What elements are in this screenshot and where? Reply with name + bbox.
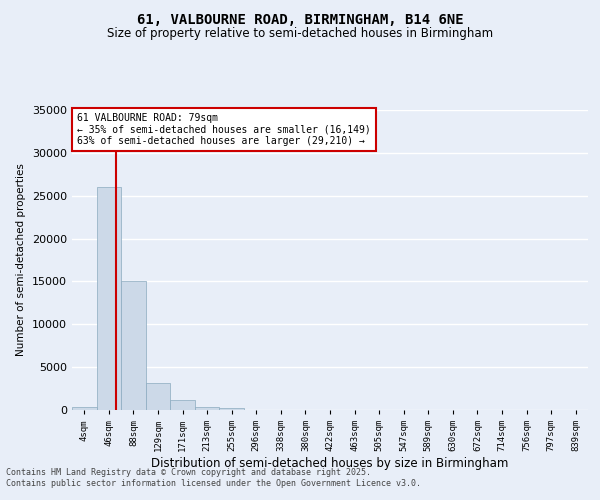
Bar [170, 400, 195, 410]
X-axis label: Distribution of semi-detached houses by size in Birmingham: Distribution of semi-detached houses by … [151, 457, 509, 470]
Text: Size of property relative to semi-detached houses in Birmingham: Size of property relative to semi-detach… [107, 28, 493, 40]
Text: 61, VALBOURNE ROAD, BIRMINGHAM, B14 6NE: 61, VALBOURNE ROAD, BIRMINGHAM, B14 6NE [137, 12, 463, 26]
Y-axis label: Number of semi-detached properties: Number of semi-detached properties [16, 164, 26, 356]
Bar [97, 187, 121, 410]
Bar [195, 406, 220, 410]
Bar [220, 408, 244, 410]
Text: Contains HM Land Registry data © Crown copyright and database right 2025.
Contai: Contains HM Land Registry data © Crown c… [6, 468, 421, 487]
Bar [72, 408, 97, 410]
Bar [146, 382, 170, 410]
Text: 61 VALBOURNE ROAD: 79sqm
← 35% of semi-detached houses are smaller (16,149)
63% : 61 VALBOURNE ROAD: 79sqm ← 35% of semi-d… [77, 113, 371, 146]
Bar [121, 282, 146, 410]
